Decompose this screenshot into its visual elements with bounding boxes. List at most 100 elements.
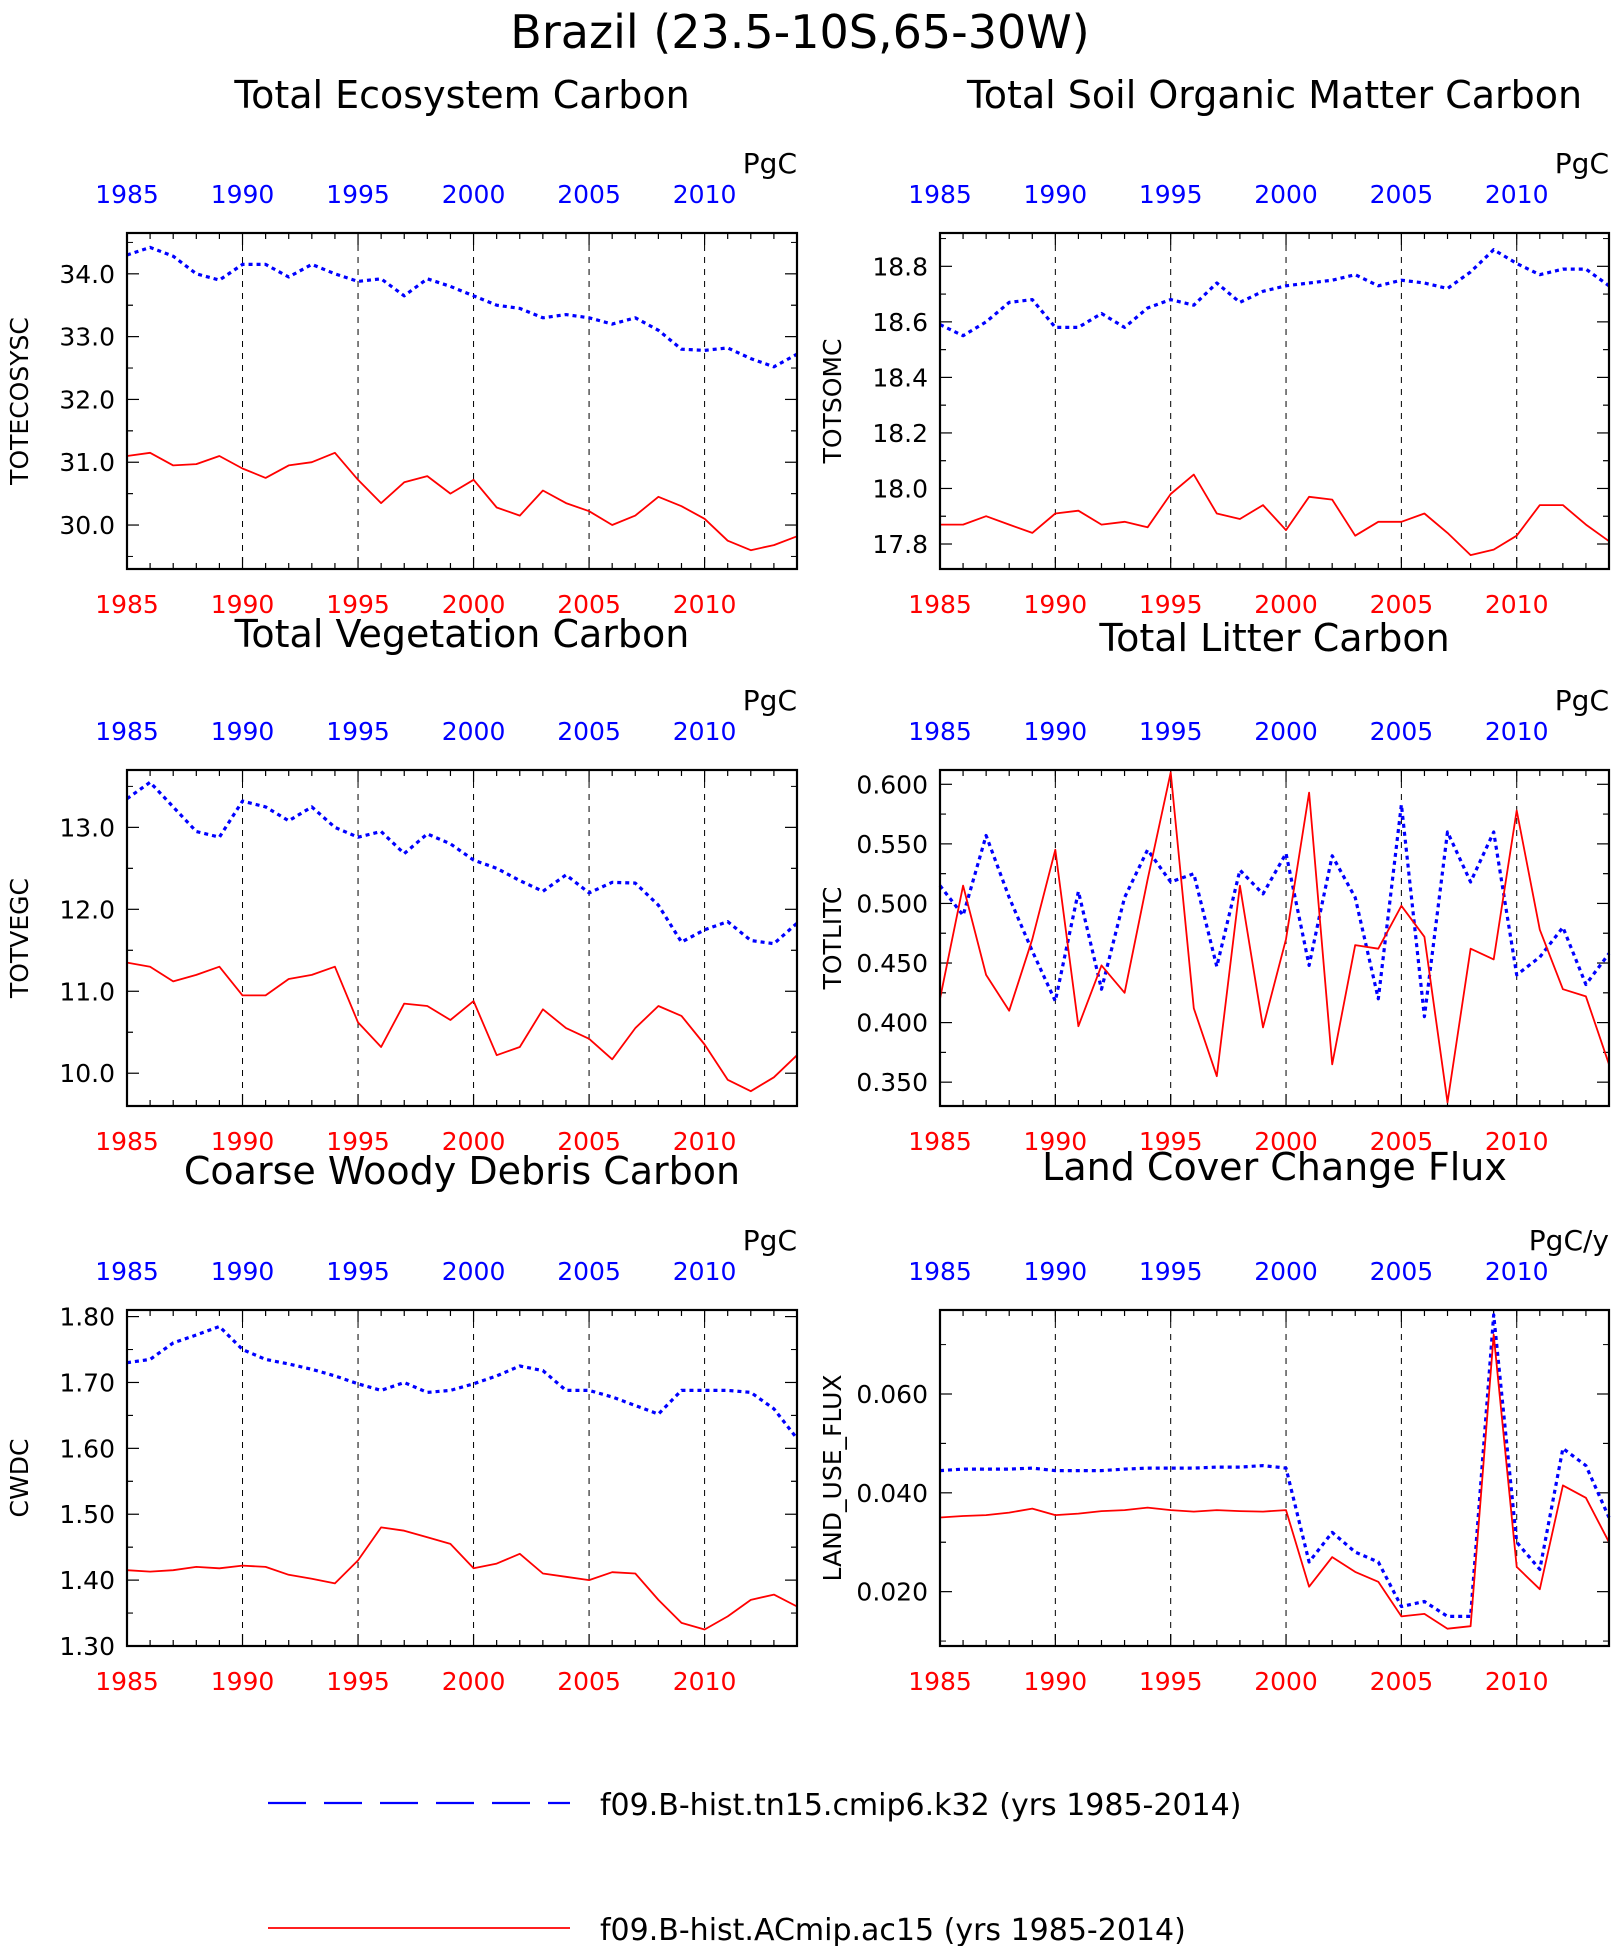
x-tick-label-top: 1995 (326, 717, 390, 746)
x-tick-label-top: 2005 (557, 180, 621, 209)
panel-title: Total Ecosystem Carbon (233, 73, 689, 117)
y-tick-label: 31.0 (59, 448, 115, 477)
series-line-blue (938, 802, 1611, 1019)
x-tick-label-bottom: 1995 (1139, 1667, 1203, 1696)
units-label: PgC (743, 147, 797, 180)
y-axis-label: TOTLITC (818, 887, 847, 991)
y-tick-label: 0.450 (856, 949, 928, 978)
legend-label-blue: f09.B-hist.tn15.cmip6.k32 (yrs 1985-2014… (600, 1788, 1241, 1823)
series-line-red (126, 961, 798, 1093)
series-line-red (126, 1526, 798, 1631)
y-tick-label: 1.60 (59, 1434, 115, 1463)
series-line-blue (126, 1324, 799, 1440)
panel-title: Total Litter Carbon (1098, 616, 1449, 660)
plot-frame (125, 1308, 799, 1648)
x-tick-label-bottom: 2005 (557, 590, 621, 619)
plot-frame (938, 768, 1611, 1108)
legend-label-red: f09.B-hist.ACmip.ac15 (yrs 1985-2014) (600, 1913, 1186, 1946)
x-tick-label-bottom: 1995 (326, 1127, 390, 1156)
series-line-blue (939, 1313, 1611, 1619)
x-tick-label-top: 1995 (326, 1257, 390, 1286)
y-tick-label: 18.0 (872, 474, 928, 503)
x-tick-label-bottom: 2000 (442, 590, 506, 619)
x-tick-label-bottom: 1985 (908, 1667, 972, 1696)
y-tick-label: 30.0 (59, 511, 115, 540)
x-tick-label-bottom: 2010 (673, 590, 737, 619)
panels: Total Ecosystem Carbon PgC 1985 1985 1990 199… (5, 73, 1611, 1696)
x-tick-label-top: 1990 (211, 717, 275, 746)
units-label: PgC (743, 1224, 797, 1257)
x-tick-label-bottom: 2005 (1370, 1127, 1434, 1156)
y-tick-label: 11.0 (59, 977, 115, 1006)
figure-title: Brazil (23.5-10S,65-30W) (510, 5, 1089, 59)
x-tick-label-top: 1985 (95, 1257, 159, 1286)
plot-frame (938, 231, 1611, 571)
y-tick-label: 18.8 (872, 252, 928, 281)
x-tick-label-top: 1995 (1139, 1257, 1203, 1286)
panel-title: Total Vegetation Carbon (234, 612, 690, 656)
y-tick-label: 17.8 (872, 530, 928, 559)
y-tick-label: 0.500 (856, 889, 928, 918)
x-tick-label-bottom: 2000 (1254, 1667, 1318, 1696)
x-tick-label-top: 2010 (673, 180, 737, 209)
x-tick-label-top: 1985 (95, 180, 159, 209)
plot-frame (125, 231, 799, 571)
x-tick-label-bottom: 2000 (442, 1127, 506, 1156)
x-tick-label-bottom: 1990 (211, 590, 275, 619)
x-tick-label-bottom: 1995 (1139, 1127, 1203, 1156)
y-tick-label: 12.0 (59, 895, 115, 924)
y-tick-label: 34.0 (59, 260, 115, 289)
x-tick-label-top: 1985 (95, 717, 159, 746)
x-tick-label-top: 2000 (442, 1257, 506, 1286)
x-tick-label-bottom: 2005 (1370, 1667, 1434, 1696)
plot-frame (125, 768, 799, 1108)
y-tick-label: 1.40 (59, 1566, 115, 1595)
legend: f09.B-hist.tn15.cmip6.k32 (yrs 1985-2014… (268, 1788, 1241, 1946)
x-tick-label-bottom: 2010 (673, 1667, 737, 1696)
x-tick-label-top: 2010 (1485, 717, 1549, 746)
y-tick-label: 0.020 (856, 1578, 928, 1607)
x-tick-label-top: 1995 (1139, 717, 1203, 746)
x-tick-label-top: 2010 (1485, 180, 1549, 209)
y-axis-label: TOTECOSYSC (5, 317, 34, 486)
y-axis-label: TOTVEGC (5, 878, 34, 999)
y-tick-label: 0.060 (856, 1380, 928, 1409)
units-label: PgC (1555, 684, 1609, 717)
y-tick-label: 32.0 (59, 385, 115, 414)
y-tick-label: 0.400 (856, 1009, 928, 1038)
x-tick-label-bottom: 1995 (326, 590, 390, 619)
x-tick-label-top: 2010 (673, 1257, 737, 1286)
x-tick-label-top: 1990 (1024, 1257, 1088, 1286)
y-tick-label: 1.30 (59, 1632, 115, 1661)
x-tick-label-top: 1985 (908, 180, 972, 209)
x-tick-label-top: 1990 (211, 1257, 275, 1286)
series-line-red (126, 451, 798, 552)
x-tick-label-top: 2005 (1370, 1257, 1434, 1286)
x-tick-label-bottom: 2005 (1370, 590, 1434, 619)
panel-title: Land Cover Change Flux (1042, 1145, 1507, 1189)
x-tick-label-bottom: 1985 (95, 590, 159, 619)
y-tick-label: 1.80 (59, 1303, 115, 1332)
x-tick-label-bottom: 1985 (95, 1127, 159, 1156)
y-tick-label: 33.0 (59, 323, 115, 352)
x-tick-label-top: 2005 (557, 717, 621, 746)
x-tick-label-bottom: 1990 (1024, 1667, 1088, 1696)
y-tick-label: 18.6 (872, 308, 928, 337)
y-tick-label: 10.0 (59, 1059, 115, 1088)
x-tick-label-bottom: 2010 (673, 1127, 737, 1156)
y-tick-label: 13.0 (59, 813, 115, 842)
y-tick-label: 0.550 (856, 830, 928, 859)
x-tick-label-top: 2010 (1485, 1257, 1549, 1286)
units-label: PgC (1555, 147, 1609, 180)
x-tick-label-top: 2000 (1254, 180, 1318, 209)
x-tick-label-bottom: 2000 (442, 1667, 506, 1696)
x-tick-label-bottom: 1995 (1139, 590, 1203, 619)
x-tick-label-top: 1990 (211, 180, 275, 209)
series-line-blue (126, 245, 798, 369)
x-tick-label-top: 2000 (1254, 1257, 1318, 1286)
x-tick-label-bottom: 2010 (1485, 1127, 1549, 1156)
series-line-blue (126, 780, 799, 946)
x-tick-label-top: 1985 (908, 717, 972, 746)
plot-frame (938, 1308, 1611, 1648)
y-axis-label: LAND_USE_FLUX (818, 1374, 847, 1581)
